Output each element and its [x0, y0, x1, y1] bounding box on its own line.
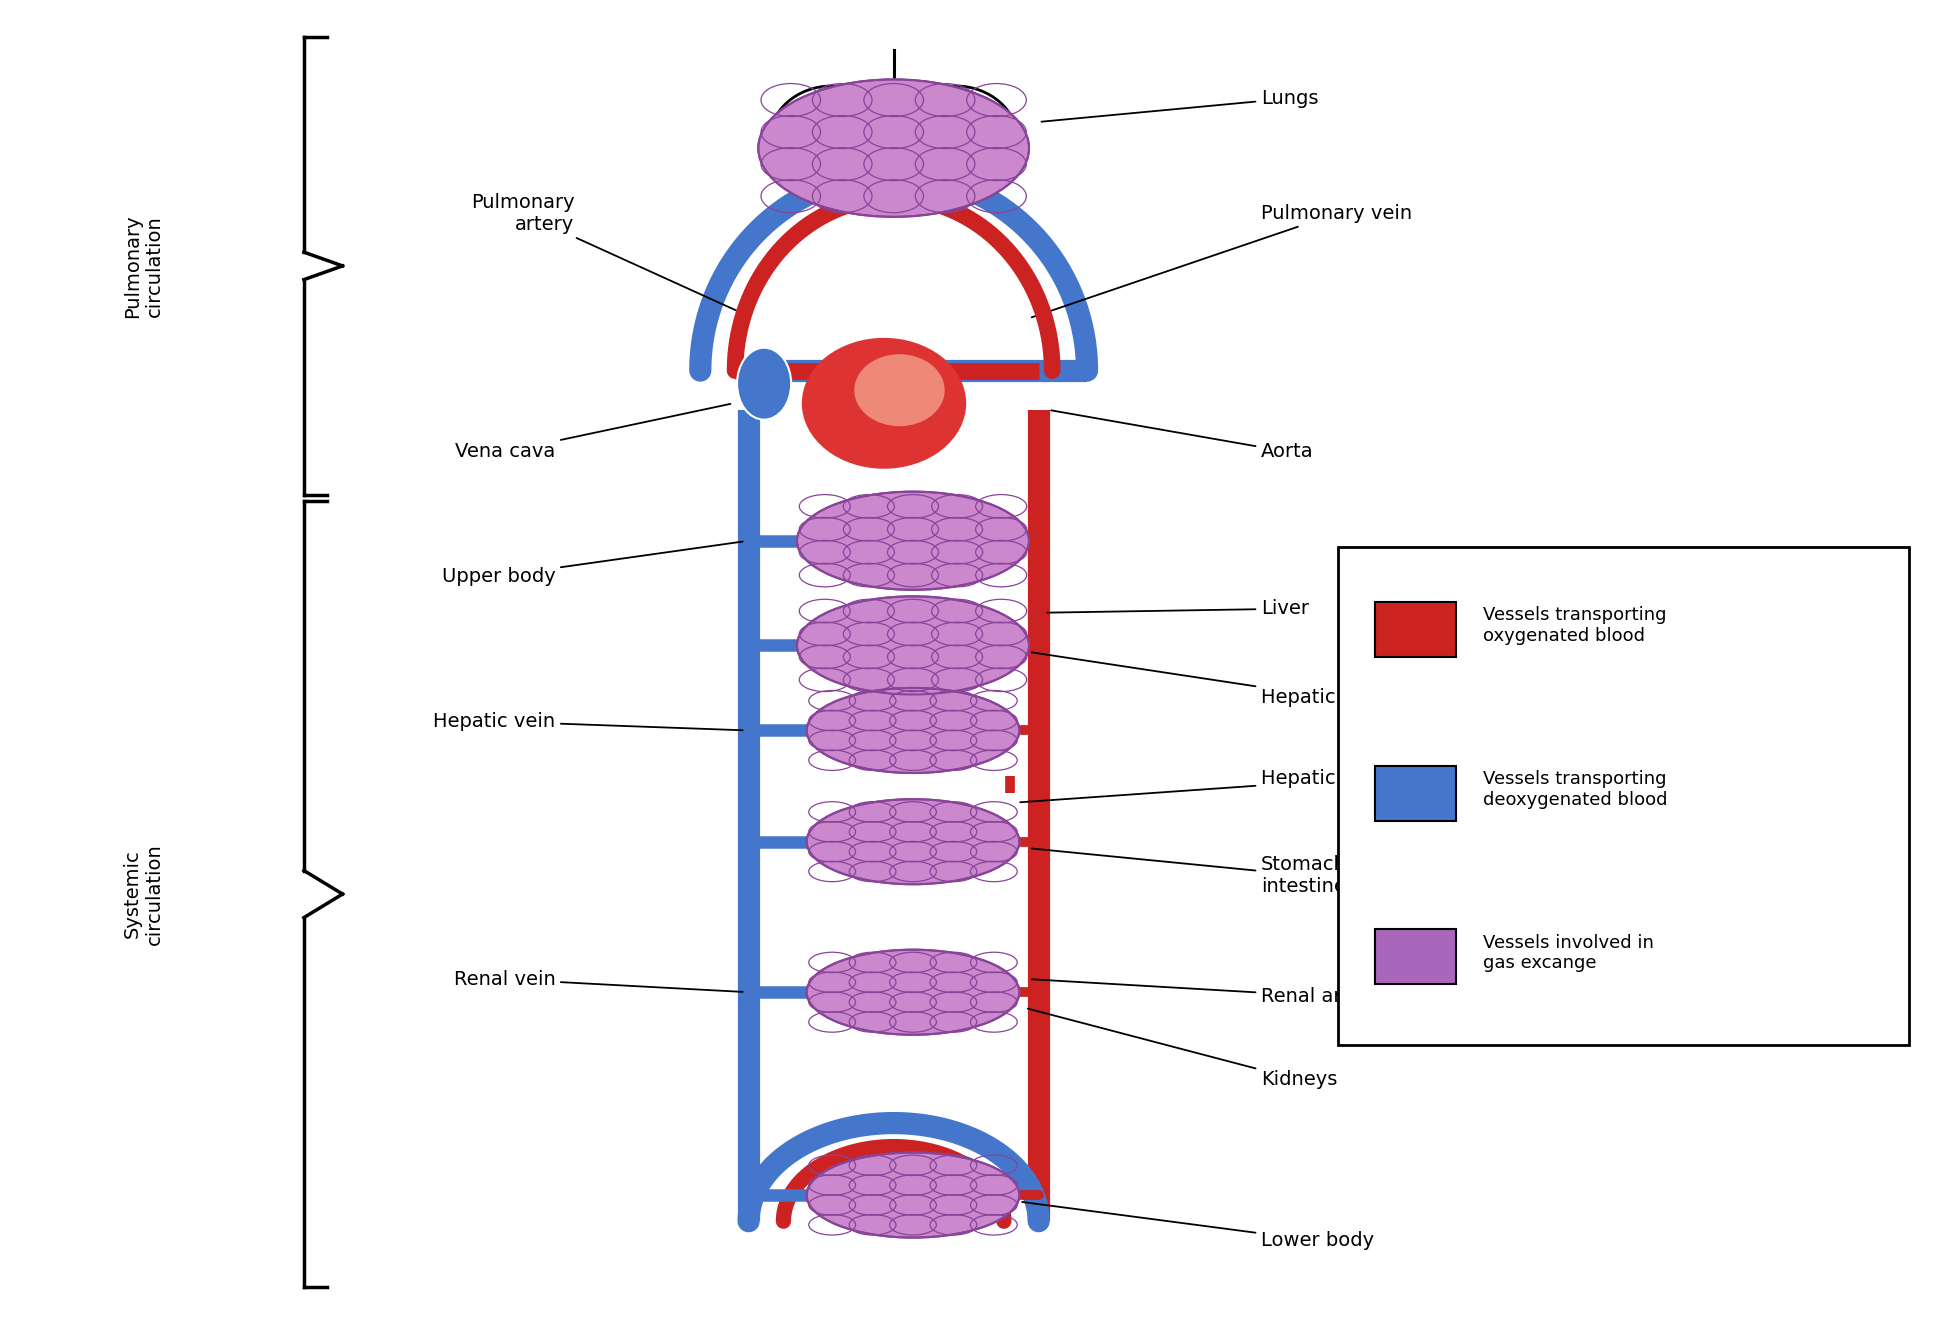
FancyBboxPatch shape: [1375, 602, 1456, 657]
Text: Vessels involved in
gas excange: Vessels involved in gas excange: [1484, 934, 1655, 972]
Text: Lungs: Lungs: [1041, 88, 1319, 121]
Ellipse shape: [796, 491, 1029, 590]
Ellipse shape: [806, 799, 1020, 884]
Text: Hepatic vein: Hepatic vein: [433, 711, 746, 731]
Ellipse shape: [893, 86, 1018, 198]
Text: Upper body: Upper body: [441, 541, 746, 586]
Text: Systemic
circulation: Systemic circulation: [122, 843, 163, 944]
Ellipse shape: [802, 338, 967, 469]
FancyBboxPatch shape: [1375, 930, 1456, 984]
Ellipse shape: [757, 79, 1029, 217]
Ellipse shape: [806, 687, 1020, 773]
Ellipse shape: [796, 597, 1029, 694]
Text: Kidneys: Kidneys: [1027, 1009, 1338, 1089]
Ellipse shape: [806, 1152, 1020, 1238]
Text: Renal artery: Renal artery: [1031, 980, 1381, 1006]
FancyBboxPatch shape: [1375, 765, 1456, 820]
FancyBboxPatch shape: [1338, 548, 1909, 1044]
Text: Vena cava: Vena cava: [454, 404, 730, 461]
Text: Stomach,
intestines: Stomach, intestines: [1031, 848, 1356, 897]
Ellipse shape: [854, 354, 944, 427]
Text: Aorta: Aorta: [1051, 411, 1313, 461]
Text: Vessels transporting
deoxygenated blood: Vessels transporting deoxygenated blood: [1484, 770, 1668, 809]
Text: Liver: Liver: [1047, 599, 1309, 618]
Text: Pulmonary
circulation: Pulmonary circulation: [122, 215, 163, 317]
Ellipse shape: [738, 348, 790, 420]
Ellipse shape: [806, 950, 1020, 1035]
Text: Lower body: Lower body: [1021, 1202, 1375, 1250]
Text: Vessels transporting
oxygenated blood: Vessels transporting oxygenated blood: [1484, 606, 1666, 645]
Text: Pulmonary vein: Pulmonary vein: [1031, 204, 1412, 317]
Text: Renal vein: Renal vein: [454, 969, 746, 992]
Text: Hepatic artery: Hepatic artery: [1031, 652, 1402, 707]
Text: Hepatic portal vein: Hepatic portal vein: [1020, 769, 1447, 802]
Ellipse shape: [769, 86, 895, 198]
Text: Pulmonary
artery: Pulmonary artery: [472, 194, 736, 311]
